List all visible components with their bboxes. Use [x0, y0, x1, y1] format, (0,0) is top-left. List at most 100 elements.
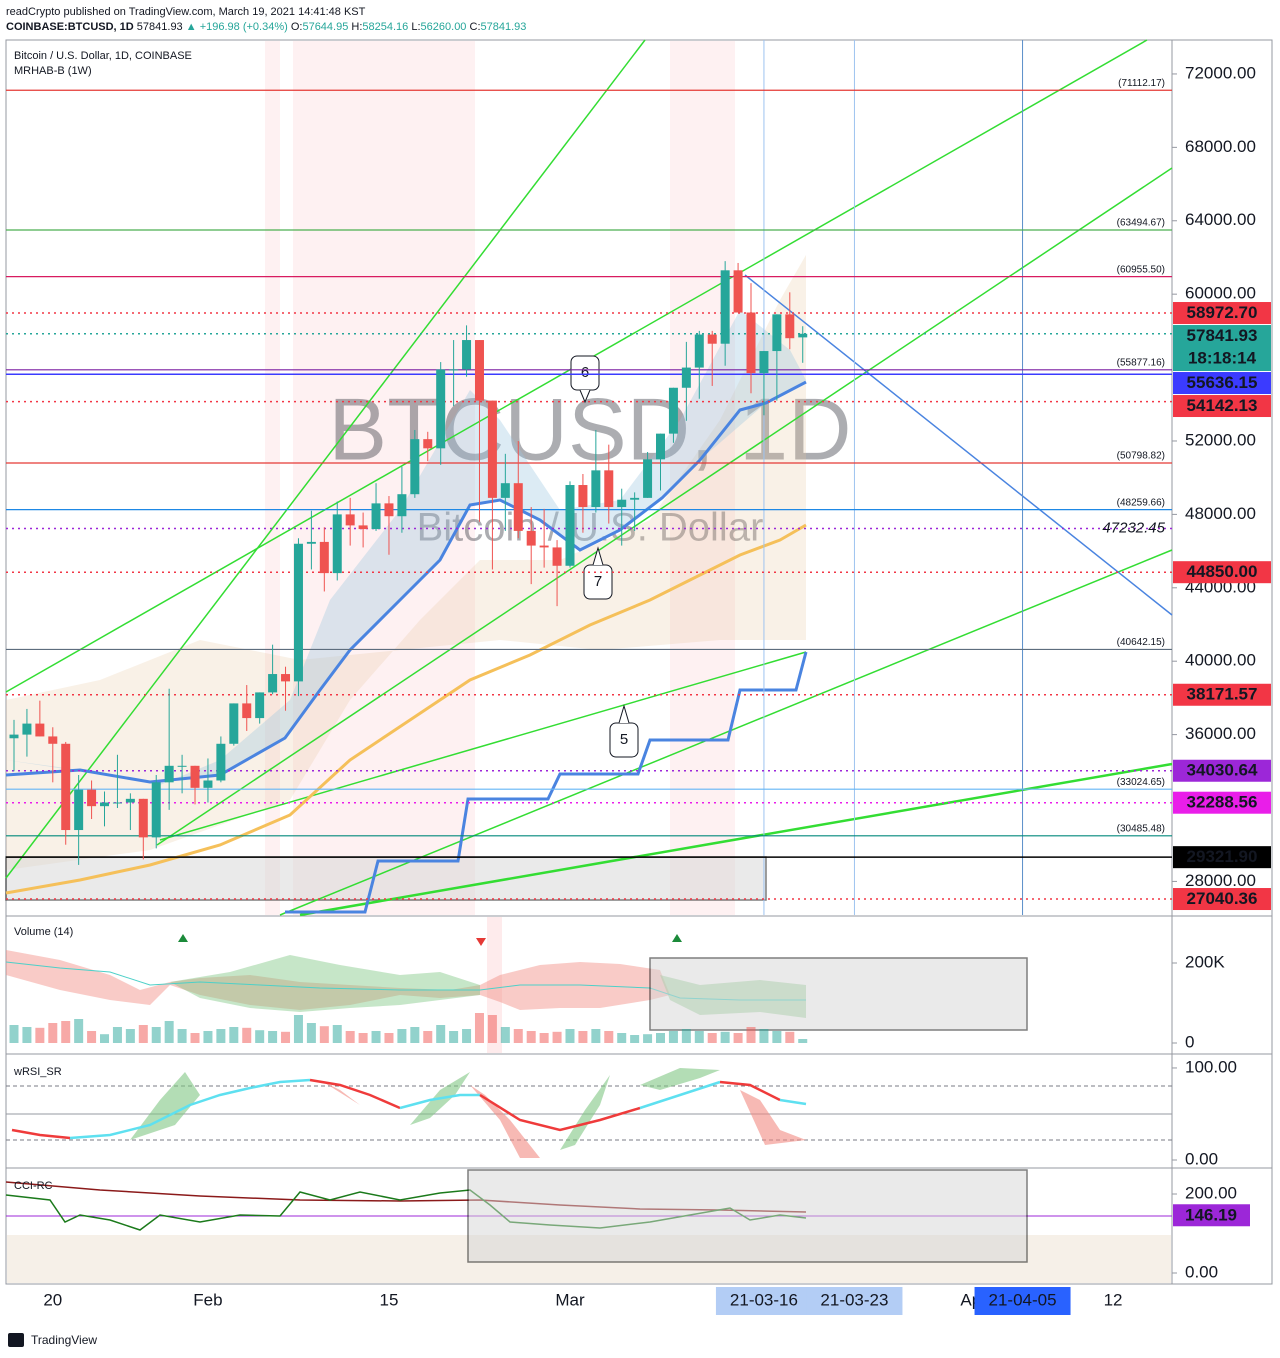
session-band	[265, 41, 280, 915]
candle-body	[190, 765, 200, 788]
candle-body	[681, 367, 691, 388]
volume-bar	[371, 1031, 381, 1043]
candle-body	[707, 334, 717, 344]
trend-line	[5, 39, 646, 879]
volume-bar	[668, 1031, 678, 1043]
candle-body	[358, 525, 368, 530]
candle-body	[746, 312, 756, 374]
change: ▲ +196.98 (+0.34%)	[186, 21, 288, 33]
rsi-line	[309, 1078, 401, 1110]
volume-bar	[604, 1031, 614, 1043]
frame	[5, 39, 1273, 1285]
price-label: 38171.57	[1187, 685, 1258, 704]
price-label: 32288.56	[1187, 793, 1258, 812]
chart-title: Bitcoin / U.S. Dollar, 1D, COINBASE	[14, 50, 192, 62]
volume-bar	[138, 1025, 148, 1043]
volume-bar	[74, 1019, 84, 1043]
callout: 7	[583, 546, 613, 600]
volume-bar	[216, 1029, 226, 1043]
candle-body	[410, 439, 420, 495]
candle-body	[591, 470, 601, 508]
volume-bar	[306, 1023, 316, 1043]
rsi-levels	[6, 1085, 1172, 1141]
candle-body	[100, 802, 110, 807]
indicator-name: MRHAB-B (1W)	[14, 65, 92, 77]
volume-bar	[436, 1025, 446, 1043]
callout: 5	[609, 704, 639, 758]
volume-bar	[125, 1029, 135, 1043]
volume-bar	[35, 1027, 45, 1043]
price-label-box	[1173, 1204, 1250, 1227]
volume-bar	[268, 1031, 278, 1043]
candle-body	[112, 802, 122, 804]
volume-bar	[203, 1031, 213, 1043]
volume-bar	[746, 1027, 756, 1043]
l-val: 56260.00	[421, 21, 467, 33]
trend-line	[279, 549, 1173, 916]
rsi-cloud	[470, 1085, 540, 1158]
symbol-line: COINBASE:BTCUSD, 1D 57841.93 ▲ +196.98 (…	[6, 21, 526, 33]
trend-line	[744, 274, 1173, 616]
rsi-line	[479, 1093, 641, 1132]
h-val: 58254.16	[362, 21, 408, 33]
candle-body	[643, 459, 653, 498]
candle-body	[138, 798, 148, 838]
candle-body	[733, 270, 743, 313]
x-tick-label: Mar	[555, 1290, 585, 1309]
range-box	[467, 1169, 1028, 1263]
publish-line: readCrypto published on TradingView.com,…	[6, 6, 366, 18]
volume-bar	[61, 1021, 71, 1043]
level-label: (30485.48)	[1117, 823, 1165, 834]
candle-body	[48, 736, 58, 744]
volume-bar	[112, 1027, 122, 1043]
candle-body	[61, 743, 71, 831]
l-key: L:	[411, 21, 420, 33]
range-box	[5, 856, 767, 901]
volume-bar	[164, 1021, 174, 1043]
y-tick-label: 28000.00	[1185, 871, 1256, 890]
candle-body	[203, 780, 213, 788]
candle-body	[164, 765, 174, 783]
countdown: 18:18:14	[1188, 349, 1257, 368]
candle-body	[462, 340, 472, 370]
price-label-box	[1173, 759, 1271, 782]
level-label: (50798.82)	[1117, 451, 1165, 462]
price-label-box	[1173, 561, 1271, 584]
candle-body	[423, 439, 433, 449]
c-key: C:	[470, 21, 481, 33]
volume-bar	[785, 1031, 795, 1043]
volume-bar	[255, 1030, 265, 1043]
level-label: (63494.67)	[1117, 218, 1165, 229]
volume-bar	[720, 1031, 730, 1043]
candle-body	[371, 503, 381, 530]
y-tick-label: 36000.00	[1185, 724, 1256, 743]
last: 57841.93	[137, 21, 183, 33]
level-label: (33024.65)	[1117, 777, 1165, 788]
volume-bar	[798, 1039, 808, 1043]
volume-bar	[513, 1029, 523, 1043]
price-label: 27040.36	[1187, 889, 1258, 908]
candle-body	[617, 499, 627, 508]
volume-bar	[552, 1031, 562, 1043]
volume-bar	[617, 1033, 627, 1043]
volume-bar	[319, 1026, 329, 1043]
volume-bar	[281, 1031, 291, 1043]
volume-bar	[643, 1034, 653, 1043]
candle-body	[151, 782, 161, 838]
session-band	[293, 41, 475, 915]
candle-body	[177, 765, 187, 767]
level-label: (48259.66)	[1117, 497, 1165, 508]
rsi-cloud	[560, 1075, 610, 1150]
rsi-cloud	[130, 1072, 200, 1140]
candle-body	[319, 541, 329, 574]
candle-body	[513, 483, 523, 531]
level-label: (40642.15)	[1117, 637, 1165, 648]
footer: TradingView	[31, 1333, 97, 1347]
y-tick-label: 200.00	[1185, 1183, 1237, 1202]
candle-body	[22, 723, 32, 735]
volume-bar	[487, 1015, 497, 1043]
volume-bar	[345, 1031, 355, 1043]
date-marker-box	[715, 1287, 812, 1315]
volume-bar	[9, 1025, 19, 1043]
price-label-box	[1173, 683, 1271, 706]
